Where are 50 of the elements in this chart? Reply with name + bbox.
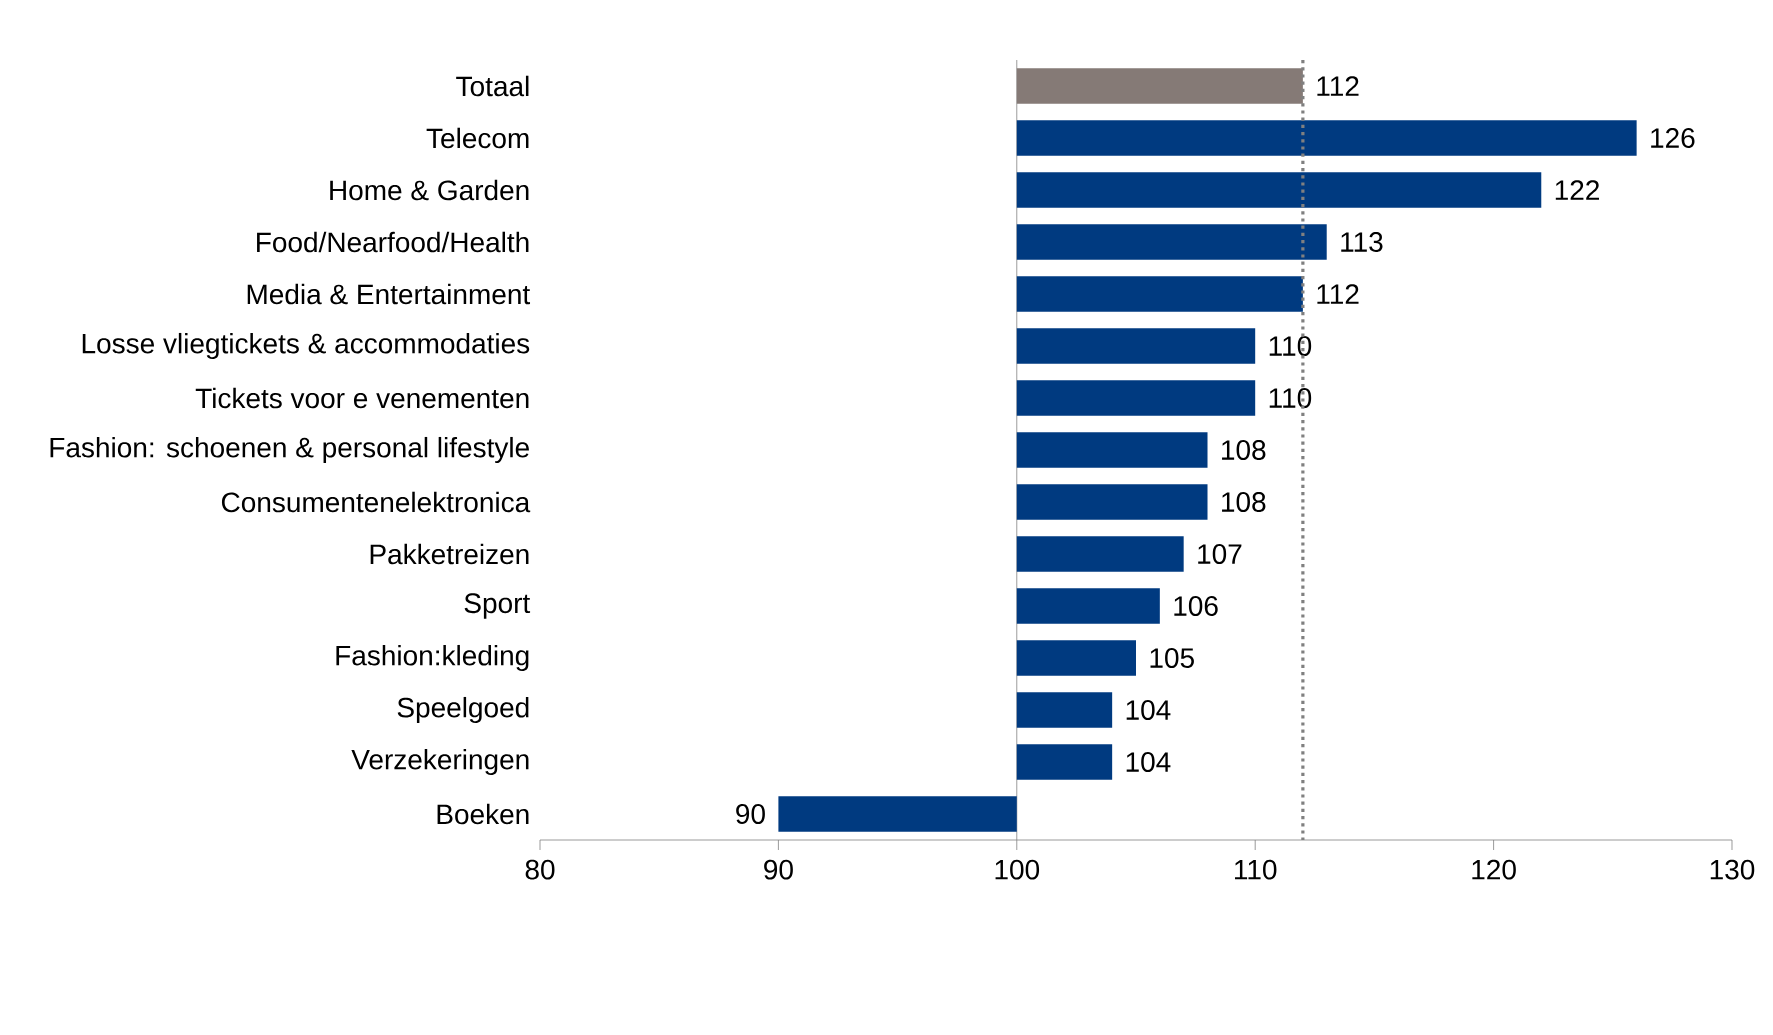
y-tick-label: Food/Nearfood/Health [257, 231, 529, 253]
y-tick-label: Pakketreizen [370, 543, 529, 565]
y-tick-label: Speelgoed [397, 696, 529, 724]
data-label: 110 [1269, 388, 1312, 408]
data-label: 104 [1126, 700, 1171, 720]
bar [778, 796, 1017, 832]
x-tick-label: 90 [764, 859, 793, 880]
y-tick-label: Tickets voor e venementen [195, 387, 529, 409]
data-label: 113 [1341, 232, 1383, 252]
data-label: 106 [1174, 596, 1218, 616]
bar [1016, 640, 1136, 676]
y-tick-label: Consumentenelektronica [221, 491, 531, 513]
y-tick-label: Totaal [456, 75, 529, 97]
data-label: 112 [1317, 76, 1359, 96]
data-label: 122 [1555, 180, 1599, 200]
y-tick-label: Boeken [437, 803, 529, 825]
y-tick-label: Media & Entertainment [247, 283, 531, 305]
data-label: 105 [1150, 648, 1194, 668]
x-tick-label: 100 [995, 859, 1040, 880]
bar [1016, 484, 1208, 520]
y-tick-label: Verzekeringen [351, 748, 529, 776]
data-label: 110 [1269, 336, 1312, 356]
bar [1016, 536, 1184, 572]
bar [1016, 120, 1637, 156]
y-tick-label: Fashion: schoenen & personal lifestyle [50, 436, 529, 464]
y-tick-label: Telecom [426, 127, 529, 149]
bar [1016, 224, 1327, 260]
data-label: 90 [736, 804, 765, 824]
y-tick-label: Fashion:kleding [336, 644, 529, 672]
data-label: 108 [1222, 440, 1266, 460]
bar [1016, 744, 1113, 780]
data-label: 108 [1222, 492, 1266, 512]
bar [1016, 432, 1208, 468]
data-label: 112 [1317, 284, 1359, 304]
bar [1016, 276, 1303, 312]
bar [1016, 172, 1542, 208]
y-tick-label: Sport [464, 593, 531, 619]
bar [1016, 692, 1113, 728]
data-label: 104 [1126, 752, 1171, 772]
x-tick-label: 130 [1710, 859, 1755, 880]
bar [1016, 588, 1160, 624]
bar [1016, 328, 1256, 364]
data-label: 107 [1198, 544, 1242, 564]
x-tick-label: 110 [1235, 859, 1277, 880]
bar [1016, 380, 1256, 416]
x-tick-label: 120 [1472, 859, 1516, 880]
y-tick-label: Losse vliegtickets & accommodaties [82, 332, 530, 360]
data-label: 126 [1651, 128, 1695, 148]
y-tick-label: Home & Garden [330, 179, 529, 201]
x-tick-label: 80 [525, 859, 555, 880]
